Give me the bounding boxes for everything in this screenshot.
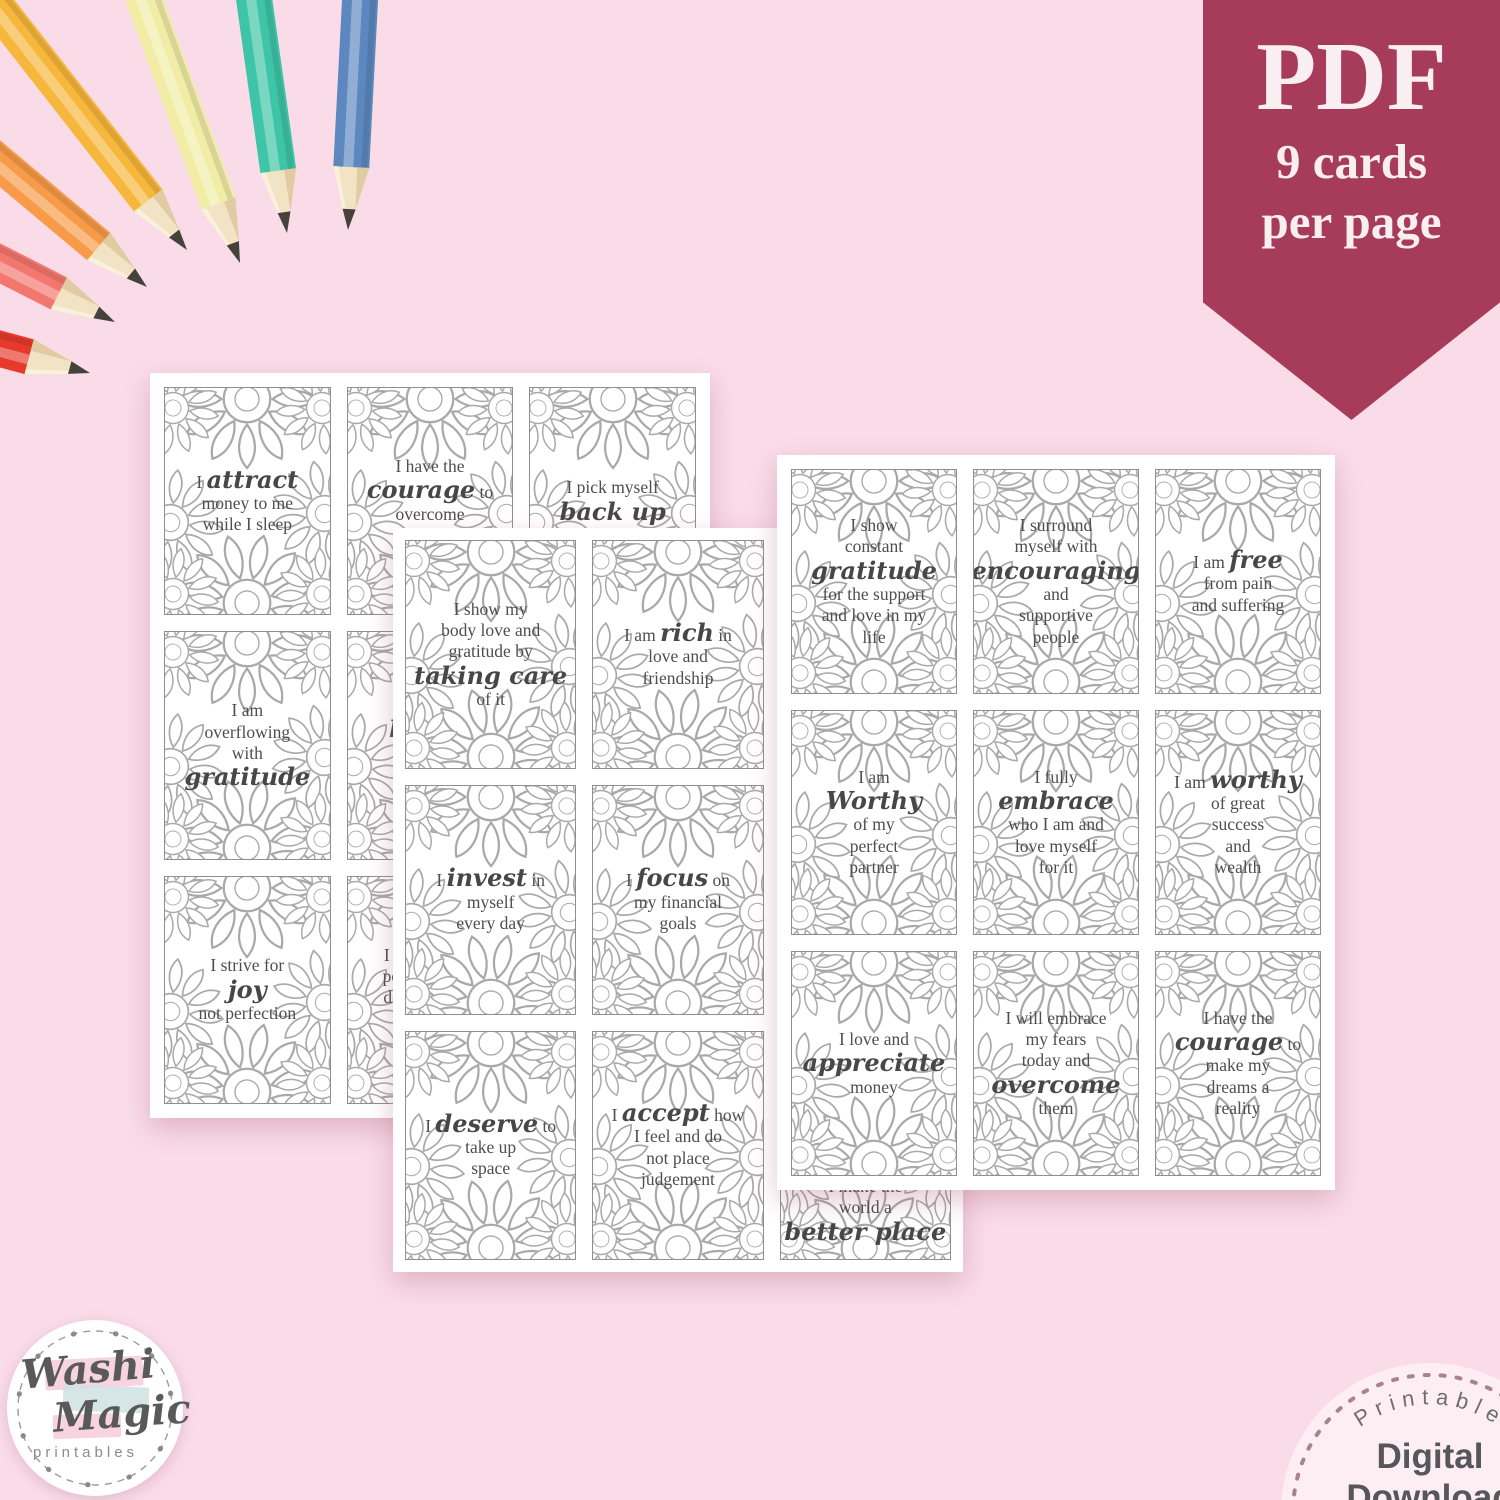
- pencil-pale-yellow: [72, 0, 240, 263]
- badge-line-download: Download: [1346, 1478, 1500, 1500]
- pdf-ribbon: PDF 9 cards per page: [1203, 0, 1500, 420]
- affirmation-card: I show constant gratitude for the support an…: [791, 469, 957, 694]
- card-text: I focus on my financial goals: [626, 863, 730, 934]
- per-page-label: per page: [1261, 193, 1442, 249]
- affirmation-card: I accept how I feel and do not place judgem…: [592, 1030, 764, 1260]
- pencil-blue: [333, 0, 390, 230]
- affirmation-card: I focus on my financial goals: [592, 785, 764, 1015]
- card-text: I am free from pain and suffering: [1191, 544, 1285, 615]
- badge-circle: Printable: [1281, 1363, 1500, 1500]
- card-text: I fully embrace who I am and love myself for…: [998, 766, 1114, 878]
- card-text: I have the courage to make my dreams a reali…: [1174, 1007, 1302, 1119]
- affirmation-card: I strive for joy not perfection: [164, 875, 331, 1104]
- affirmation-card: I am free from pain and suffering: [1155, 469, 1321, 694]
- dashed-ring-icon: [15, 1328, 175, 1488]
- pencil-red: [0, 241, 90, 375]
- card-text: I show constant gratitude for the support an…: [811, 514, 937, 647]
- card-text: I show my body love and gratitude by taking…: [414, 598, 568, 710]
- card-text: I accept how I feel and do not place judgem…: [611, 1098, 745, 1190]
- card-text: I am overflowing with gratitude: [184, 700, 311, 792]
- pdf-label: PDF: [1256, 23, 1447, 131]
- affirmation-card: I deserve to take up space: [405, 1030, 577, 1260]
- affirmation-card: I am worthy of great success and wealth: [1155, 710, 1321, 935]
- pencil-teal: [207, 0, 297, 233]
- pencil-coral: [0, 106, 115, 322]
- pencil-golden-yellow: [0, 0, 187, 250]
- pencils-graphic: [0, 0, 390, 375]
- affirmation-page-right: I show constant gratitude for the support an…: [777, 455, 1335, 1190]
- badge-title: Digital Download: [1280, 1436, 1500, 1500]
- affirmation-card: I invest in myself every day: [405, 785, 577, 1015]
- washi-magic-logo: Washi Magic printables: [7, 1320, 192, 1496]
- card-text: I pick myself back up: [559, 477, 666, 526]
- affirmation-card: I have the courage to make my dreams a reali…: [1155, 951, 1321, 1176]
- card-text: I am Worthy of my perfect partner: [825, 766, 923, 878]
- card-text: I love and appreciate money: [802, 1028, 946, 1097]
- affirmation-card: I attract money to me while I sleep: [164, 387, 331, 616]
- logo-word-printables: printables: [33, 1444, 139, 1461]
- card-text: I invest in myself every day: [436, 863, 545, 934]
- affirmation-card: I am overflowing with gratitude: [164, 631, 331, 860]
- logo-word-magic: Magic: [51, 1385, 193, 1442]
- affirmation-card: I will embrace my fears today and overcome t…: [973, 951, 1139, 1176]
- card-text: I will embrace my fears today and overcome t…: [991, 1007, 1121, 1119]
- affirmation-card: I fully embrace who I am and love myself for…: [973, 710, 1139, 935]
- card-text: I am rich in love and friendship: [624, 618, 732, 688]
- affirmation-card: I show my body love and gratitude by taking…: [405, 540, 577, 770]
- badge-line-digital: Digital: [1376, 1437, 1484, 1476]
- card-text: I strive for joy not perfection: [198, 955, 297, 1023]
- card-text: I deserve to take up space: [425, 1108, 557, 1179]
- card-text: I surround myself with encouraging and suppo…: [973, 514, 1139, 647]
- pencil-orange: [0, 0, 147, 287]
- affirmation-card: I surround myself with encouraging and suppo…: [973, 469, 1139, 694]
- card-text: I attract money to me while I sleep: [196, 464, 299, 535]
- affirmation-card: I am Worthy of my perfect partner: [791, 710, 957, 935]
- affirmation-card: I am rich in love and friendship: [592, 540, 764, 770]
- affirmation-page-middle: I show my body love and gratitude by taking…: [393, 528, 963, 1272]
- cards-count-label: 9 cards: [1275, 133, 1428, 189]
- card-text: I am worthy of great success and wealth: [1174, 764, 1302, 878]
- affirmation-card: I love and appreciate money: [791, 951, 957, 1176]
- digital-download-badge: Printable Digital Download: [1280, 1362, 1500, 1500]
